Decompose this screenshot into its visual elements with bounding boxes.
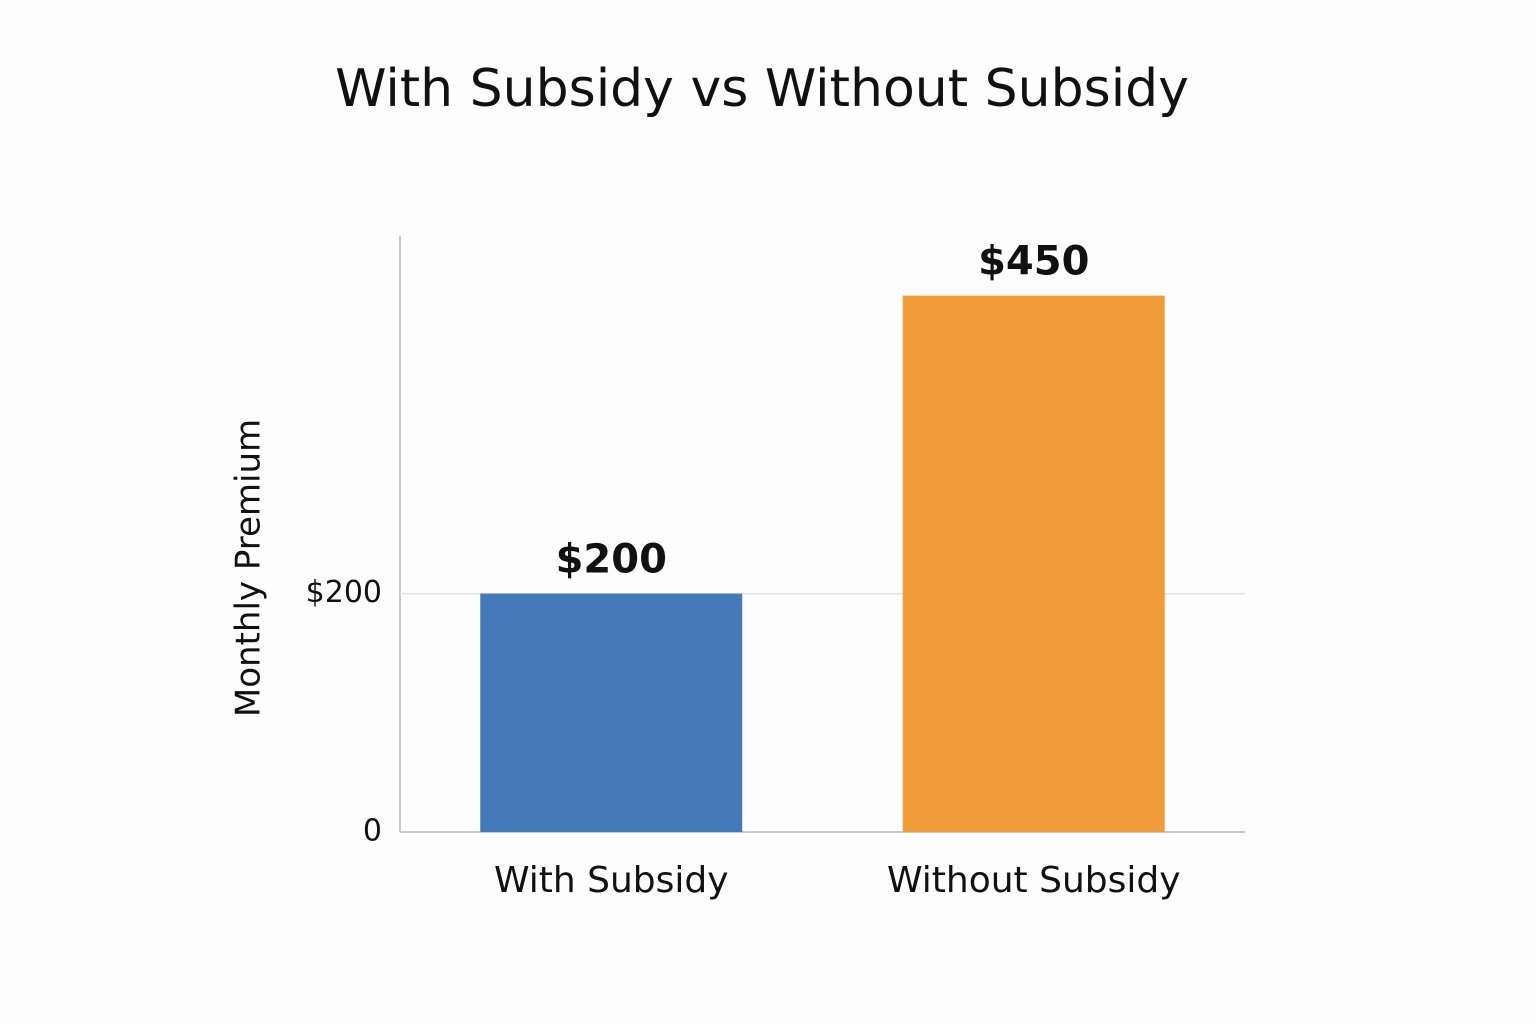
x-tick-label: With Subsidy	[494, 860, 729, 901]
y-axis-label: Monthly Premium	[229, 419, 269, 717]
chart-title: With Subsidy vs Without Subsidy	[335, 59, 1189, 119]
value-label: $450	[978, 239, 1089, 285]
value-label: $200	[556, 537, 667, 583]
x-tick-label: Without Subsidy	[887, 860, 1181, 901]
bar	[902, 295, 1165, 833]
y-tick-label: $200	[306, 575, 382, 610]
y-tick-label: 0	[363, 814, 382, 849]
bar	[480, 593, 743, 832]
